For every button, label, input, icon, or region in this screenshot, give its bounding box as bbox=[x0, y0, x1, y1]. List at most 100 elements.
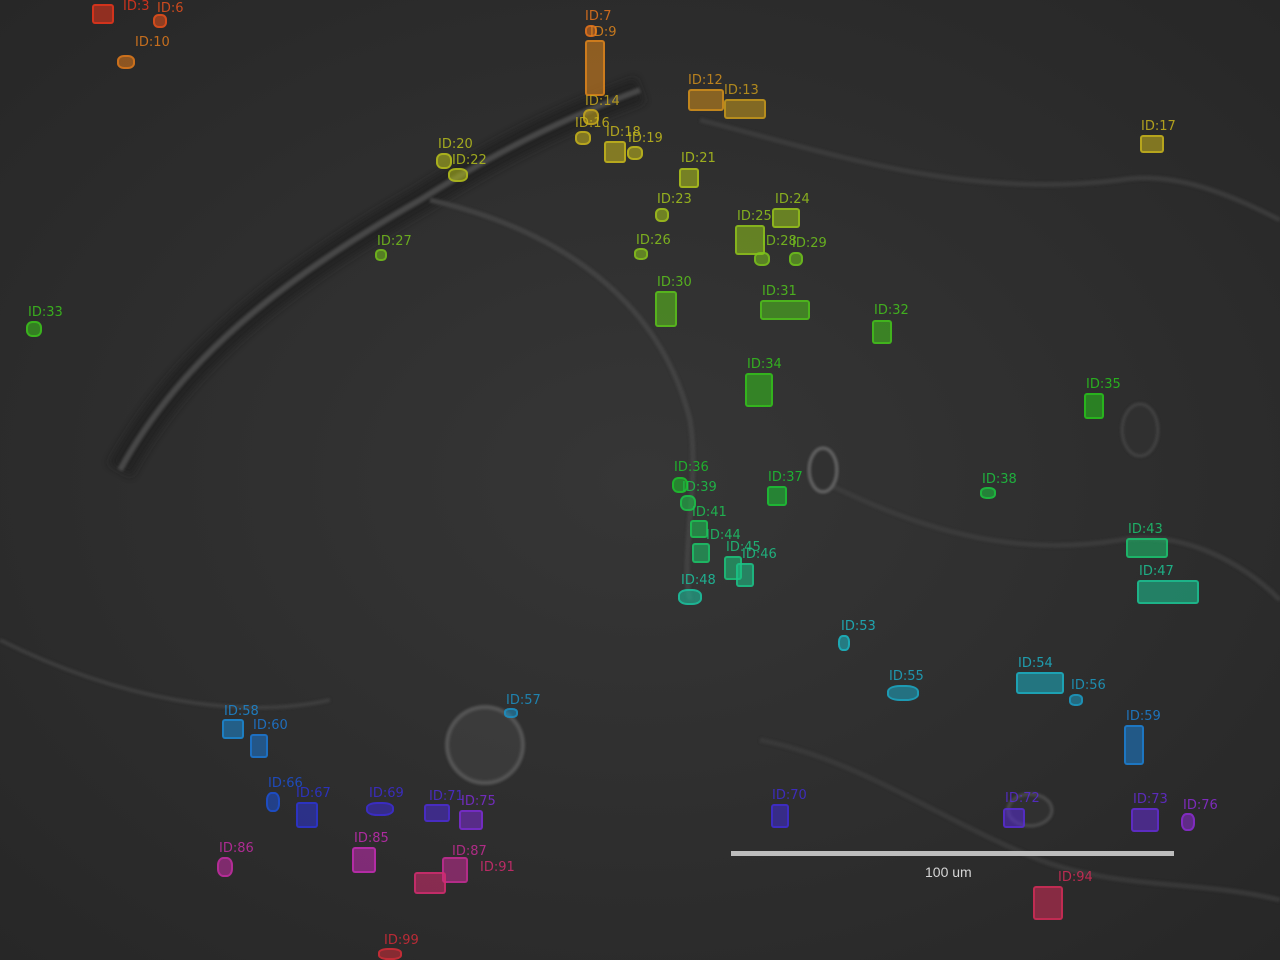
detection-box bbox=[442, 857, 468, 883]
scale-bar-label: 100 um bbox=[925, 864, 972, 880]
detection-box bbox=[504, 708, 518, 718]
detection-label: ID:45 bbox=[726, 540, 761, 555]
detection-box bbox=[1069, 694, 1083, 706]
detection-label: ID:19 bbox=[628, 131, 663, 146]
detection-label: ID:31 bbox=[762, 284, 797, 299]
detection-box bbox=[688, 89, 724, 111]
detection-box bbox=[448, 168, 468, 182]
detection-box bbox=[436, 153, 452, 169]
detection-box bbox=[366, 802, 394, 816]
detection-label: ID:60 bbox=[253, 718, 288, 733]
detection-label: ID:7 bbox=[585, 9, 612, 24]
detection-box bbox=[724, 99, 766, 119]
detection-box bbox=[604, 141, 626, 163]
detection-label: ID:67 bbox=[296, 786, 331, 801]
detection-label: ID:76 bbox=[1183, 798, 1218, 813]
detection-label: ID:46 bbox=[742, 547, 777, 562]
detection-label: ID:21 bbox=[681, 151, 716, 166]
detection-label: ID:57 bbox=[506, 693, 541, 708]
detection-label: ID:71 bbox=[429, 789, 464, 804]
detection-box bbox=[678, 589, 702, 605]
detection-box bbox=[680, 495, 696, 511]
detection-box bbox=[745, 373, 773, 407]
detection-label: ID:41 bbox=[692, 505, 727, 520]
cell-membranes bbox=[0, 77, 1280, 903]
detection-box bbox=[772, 208, 800, 228]
detection-box bbox=[1084, 393, 1104, 419]
detection-box bbox=[375, 249, 387, 261]
detection-label: ID:20 bbox=[438, 137, 473, 152]
detection-label: ID:26 bbox=[636, 233, 671, 248]
detection-label: ID:17 bbox=[1141, 119, 1176, 134]
detection-label: ID:55 bbox=[889, 669, 924, 684]
detection-label: ID:28 bbox=[762, 234, 797, 249]
detection-box bbox=[266, 792, 280, 812]
detection-box bbox=[760, 300, 810, 320]
detection-label: ID:48 bbox=[681, 573, 716, 588]
detection-box bbox=[655, 291, 677, 327]
detection-label: ID:18 bbox=[606, 125, 641, 140]
detection-label: ID:37 bbox=[768, 470, 803, 485]
detection-box bbox=[585, 25, 597, 37]
detection-label: ID:9 bbox=[590, 25, 617, 40]
detection-label: ID:24 bbox=[775, 192, 810, 207]
detection-box bbox=[690, 520, 708, 538]
detection-label: ID:86 bbox=[219, 841, 254, 856]
detection-box bbox=[296, 802, 318, 828]
detection-box bbox=[153, 14, 167, 28]
detection-box bbox=[771, 804, 789, 828]
detection-box bbox=[754, 252, 770, 266]
detection-label: ID:44 bbox=[706, 528, 741, 543]
detection-box bbox=[789, 252, 803, 266]
detection-label: ID:10 bbox=[135, 35, 170, 50]
detection-box bbox=[627, 146, 643, 160]
detection-box bbox=[117, 55, 135, 69]
detection-box bbox=[378, 948, 402, 960]
detection-label: ID:34 bbox=[747, 357, 782, 372]
detection-label: ID:22 bbox=[452, 153, 487, 168]
detection-label: ID:3 bbox=[123, 0, 150, 14]
detection-box bbox=[352, 847, 376, 873]
detection-label: ID:56 bbox=[1071, 678, 1106, 693]
detection-label: ID:43 bbox=[1128, 522, 1163, 537]
detection-label: ID:66 bbox=[268, 776, 303, 791]
detection-label: ID:69 bbox=[369, 786, 404, 801]
detection-box bbox=[583, 109, 599, 125]
detection-label: ID:6 bbox=[157, 1, 184, 16]
detection-label: ID:38 bbox=[982, 472, 1017, 487]
detection-box bbox=[575, 131, 591, 145]
detection-label: ID:36 bbox=[674, 460, 709, 475]
detection-label: ID:59 bbox=[1126, 709, 1161, 724]
detection-label: ID:13 bbox=[724, 83, 759, 98]
detection-label: ID:39 bbox=[682, 480, 717, 495]
detection-box bbox=[1124, 725, 1144, 765]
detection-box bbox=[1131, 808, 1159, 832]
detection-box bbox=[217, 857, 233, 877]
detection-box bbox=[585, 40, 605, 96]
detection-box bbox=[1181, 813, 1195, 831]
detection-label: ID:25 bbox=[737, 209, 772, 224]
detection-label: ID:70 bbox=[772, 788, 807, 803]
detection-label: ID:29 bbox=[792, 236, 827, 251]
detection-label: ID:58 bbox=[224, 704, 259, 719]
detection-box bbox=[1137, 580, 1199, 604]
detection-label: ID:72 bbox=[1005, 791, 1040, 806]
detection-label: ID:91 bbox=[480, 860, 515, 875]
detection-box bbox=[459, 810, 483, 830]
detection-label: ID:85 bbox=[354, 831, 389, 846]
detection-box bbox=[1140, 135, 1164, 153]
scale-bar bbox=[731, 851, 1174, 856]
detection-label: ID:94 bbox=[1058, 870, 1093, 885]
detection-box bbox=[250, 734, 268, 758]
detection-box bbox=[222, 719, 244, 739]
detection-box bbox=[1003, 808, 1025, 828]
detection-label: ID:73 bbox=[1133, 792, 1168, 807]
detection-label: ID:87 bbox=[452, 844, 487, 859]
detection-label: ID:12 bbox=[688, 73, 723, 88]
detection-box bbox=[414, 872, 446, 894]
detection-box bbox=[838, 635, 850, 651]
detection-box bbox=[767, 486, 787, 506]
detection-label: ID:32 bbox=[874, 303, 909, 318]
detection-label: ID:35 bbox=[1086, 377, 1121, 392]
